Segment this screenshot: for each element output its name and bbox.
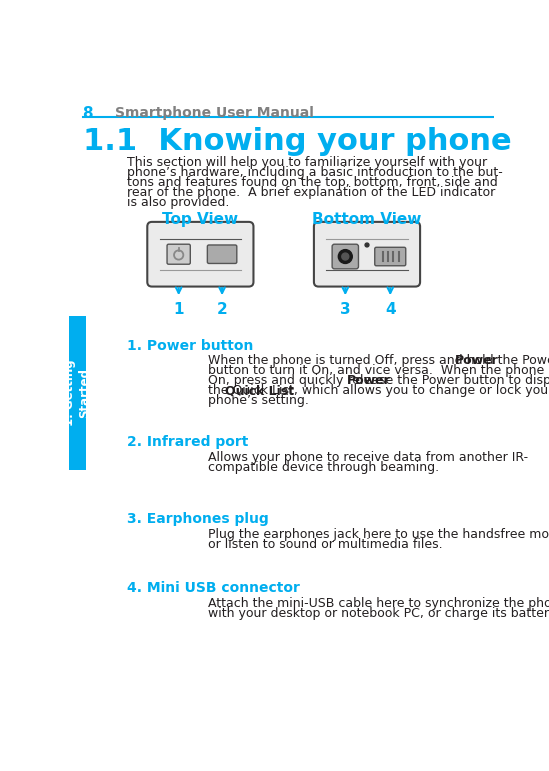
Text: tons and features found on the top, bottom, front, side and: tons and features found on the top, bott… (127, 176, 497, 189)
Text: 1. Power button: 1. Power button (127, 339, 253, 353)
Text: compatible device through beaming.: compatible device through beaming. (208, 460, 439, 473)
Text: button to turn it On, and vice versa.  When the phone is: button to turn it On, and vice versa. Wh… (208, 365, 549, 377)
Text: 2. Infrared port: 2. Infrared port (127, 435, 248, 449)
Text: Allows your phone to receive data from another IR-: Allows your phone to receive data from a… (208, 450, 528, 463)
Text: 2: 2 (217, 302, 227, 317)
Text: 4: 4 (385, 302, 396, 317)
Text: 8: 8 (82, 106, 93, 121)
Text: Power: Power (347, 375, 390, 387)
Text: When the phone is turned Off, press and hold the Power: When the phone is turned Off, press and … (208, 355, 549, 367)
Text: or listen to sound or multimedia files.: or listen to sound or multimedia files. (208, 537, 442, 550)
Circle shape (365, 243, 369, 247)
Text: 3. Earphones plug: 3. Earphones plug (127, 512, 268, 526)
Circle shape (338, 250, 352, 264)
Text: Smartphone User Manual: Smartphone User Manual (115, 106, 314, 120)
FancyBboxPatch shape (314, 222, 420, 287)
Text: This section will help you to familiarize yourself with your: This section will help you to familiariz… (127, 156, 487, 169)
Text: with your desktop or notebook PC, or charge its battery.: with your desktop or notebook PC, or cha… (208, 607, 549, 620)
Text: Power: Power (455, 355, 499, 367)
Text: is also provided.: is also provided. (127, 196, 229, 209)
Text: 1. Getting
Started: 1. Getting Started (63, 359, 91, 426)
Circle shape (342, 253, 349, 260)
Text: Quick List: Quick List (225, 385, 294, 397)
Text: Plug the earphones jack here to use the handsfree mode: Plug the earphones jack here to use the … (208, 527, 549, 540)
Text: 1: 1 (173, 302, 184, 317)
Text: 3: 3 (340, 302, 351, 317)
Text: phone’s hardware, including a basic introduction to the but-: phone’s hardware, including a basic intr… (127, 166, 502, 179)
Text: Attach the mini-USB cable here to synchronize the phone: Attach the mini-USB cable here to synchr… (208, 597, 549, 610)
FancyBboxPatch shape (208, 245, 237, 264)
FancyBboxPatch shape (375, 247, 406, 266)
Ellipse shape (335, 227, 399, 241)
FancyBboxPatch shape (167, 244, 191, 264)
Text: 4. Mini USB connector: 4. Mini USB connector (127, 581, 300, 595)
Text: rear of the phone.  A brief explanation of the LED indicator: rear of the phone. A brief explanation o… (127, 186, 495, 199)
FancyBboxPatch shape (332, 244, 358, 269)
Text: the Quick List, which allows you to change or lock your: the Quick List, which allows you to chan… (208, 385, 549, 397)
Ellipse shape (169, 268, 232, 281)
FancyBboxPatch shape (147, 222, 254, 287)
Text: Bottom View: Bottom View (312, 212, 422, 227)
Text: Top View: Top View (163, 212, 238, 227)
Text: 1.1  Knowing your phone: 1.1 Knowing your phone (82, 127, 511, 157)
Bar (69, 316, 86, 470)
Text: On, press and quickly release the Power button to display: On, press and quickly release the Power … (208, 375, 549, 387)
Text: phone’s setting.: phone’s setting. (208, 394, 309, 407)
